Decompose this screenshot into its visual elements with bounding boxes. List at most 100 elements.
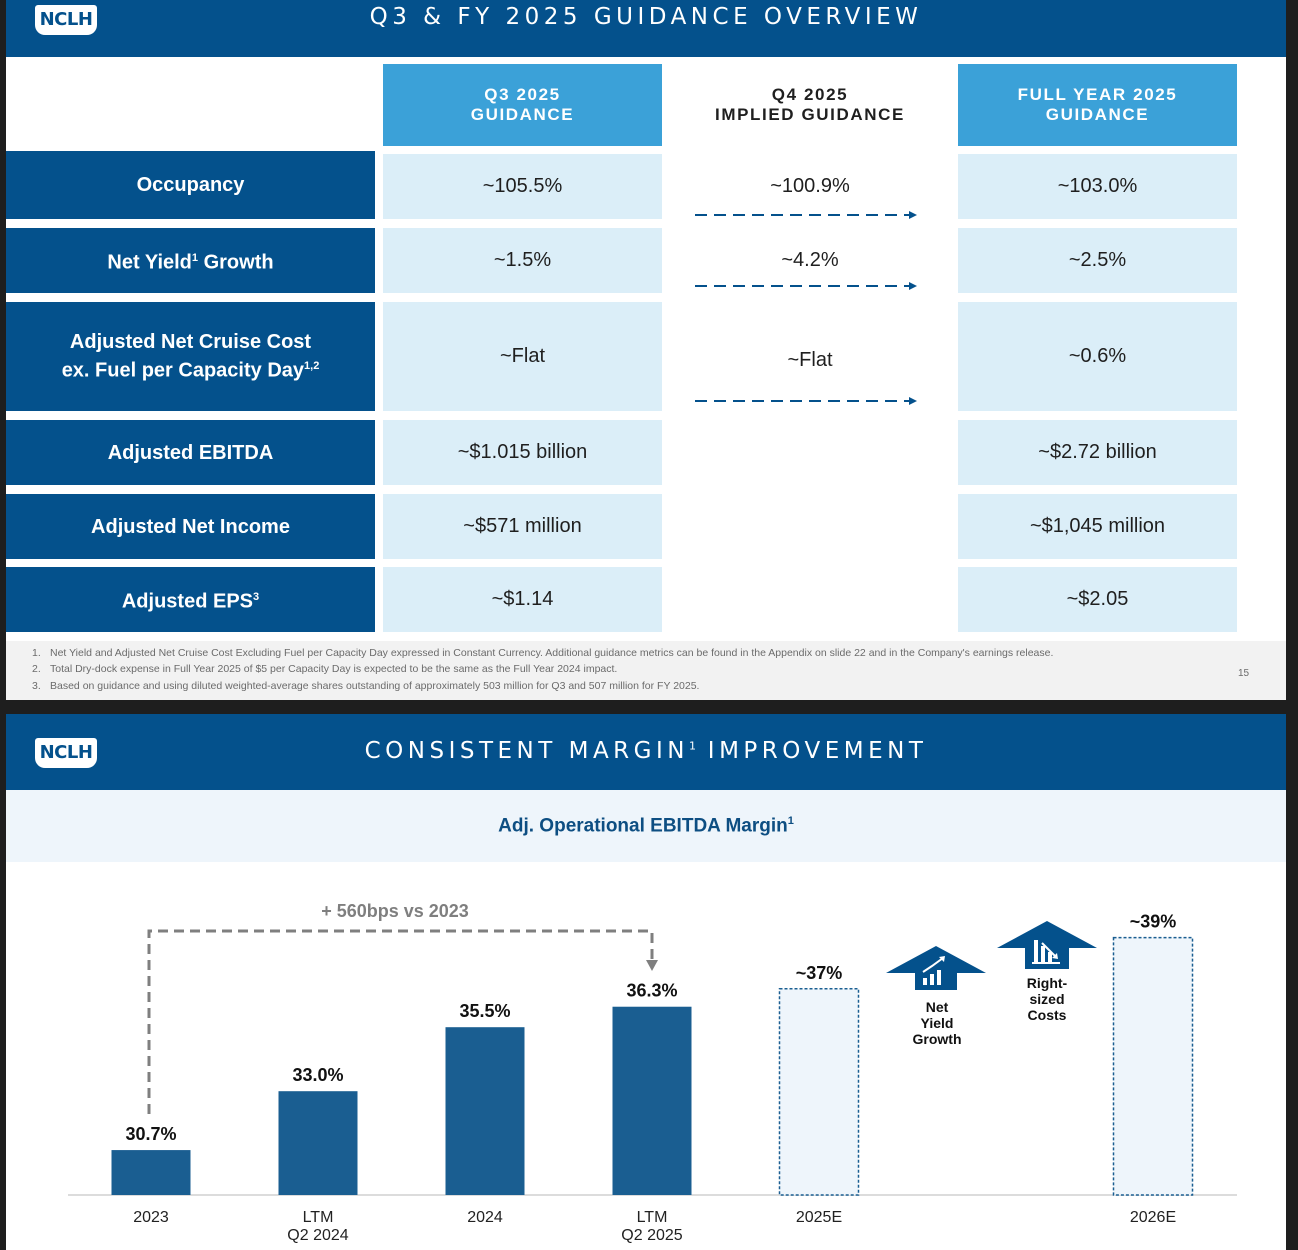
up-arrow-icon bbox=[886, 946, 986, 990]
dashed-arrow-icon bbox=[695, 282, 917, 290]
category-label: LTM bbox=[637, 1209, 668, 1226]
row-label-text: Adjusted EPS bbox=[121, 590, 253, 613]
bar bbox=[278, 1091, 358, 1195]
slide-title-text: CONSISTENT MARGIN bbox=[364, 738, 689, 764]
driver-right-sized-costs: Right- sized Costs bbox=[997, 921, 1097, 1023]
cell-fy-net-income: ~$1,045 million bbox=[958, 494, 1237, 559]
driver-label: Right- bbox=[1027, 975, 1068, 991]
row-label-adjusted-net-income: Adjusted Net Income bbox=[6, 494, 375, 559]
row-label-adjusted-ebitda: Adjusted EBITDA bbox=[6, 420, 375, 485]
cell-q3-net-cruise-cost: ~Flat bbox=[383, 302, 662, 411]
column-header-line: GUIDANCE bbox=[1045, 105, 1150, 124]
row-label-net-cruise-cost: Adjusted Net Cruise Cost ex. Fuel per Ca… bbox=[6, 302, 375, 411]
slide-title: CONSISTENT MARGIN1 IMPROVEMENT bbox=[6, 738, 1286, 764]
data-label: 33.0% bbox=[292, 1065, 343, 1085]
chart-title: Adj. Operational EBITDA Margin1 bbox=[6, 815, 1286, 837]
chart-title-band: Adj. Operational EBITDA Margin1 bbox=[6, 790, 1286, 862]
cell-q4-net-cruise-cost: ~Flat bbox=[787, 349, 833, 371]
row-label-text: Occupancy bbox=[136, 174, 245, 196]
cell-q3-net-yield: ~1.5% bbox=[383, 228, 662, 293]
cell-q4-occupancy: ~100.9% bbox=[770, 175, 850, 197]
footnote-marker: 1 bbox=[191, 252, 199, 265]
column-header-line: FULL YEAR 2025 bbox=[1017, 85, 1178, 104]
footnote: 3. Based on guidance and using diluted we… bbox=[32, 680, 699, 692]
cell-fy-net-cruise-cost: ~0.6% bbox=[958, 302, 1237, 411]
bracket-arrowhead-icon bbox=[646, 960, 658, 971]
estimate-bar bbox=[778, 988, 860, 1196]
slide-header: NCLH CONSISTENT MARGIN1 IMPROVEMENT bbox=[6, 714, 1286, 790]
cell-q4-net-yield: ~4.2% bbox=[781, 249, 839, 271]
column-header-full-year: FULL YEAR 2025 GUIDANCE bbox=[958, 64, 1237, 146]
footnote-marker: 3 bbox=[253, 591, 260, 604]
declining-bars-icon bbox=[1032, 940, 1060, 964]
category-label: 2024 bbox=[467, 1209, 503, 1226]
column-header-line: IMPLIED GUIDANCE bbox=[715, 105, 905, 124]
data-label: 35.5% bbox=[459, 1001, 510, 1021]
cell-q3-occupancy: ~105.5% bbox=[383, 154, 662, 219]
footnote-text: Total Dry-dock expense in Full Year 2025… bbox=[50, 663, 618, 675]
cell-fy-eps: ~$2.05 bbox=[958, 567, 1237, 632]
column-header-line: Q3 2025 bbox=[484, 85, 561, 104]
row-label-text: Adjusted Net Income bbox=[91, 515, 290, 538]
driver-label: Net bbox=[926, 999, 949, 1015]
row-label-occupancy: Occupancy bbox=[6, 151, 375, 219]
category-label: Q2 2024 bbox=[287, 1227, 348, 1244]
cell-q3-ebitda: ~$1.015 billion bbox=[383, 420, 662, 485]
data-label: ~37% bbox=[796, 963, 843, 983]
cell-fy-net-yield: ~2.5% bbox=[958, 228, 1237, 293]
driver-label: sized bbox=[1029, 991, 1064, 1007]
row-label-text: Net Yield bbox=[107, 251, 192, 274]
category-label: LTM bbox=[303, 1209, 334, 1226]
data-label: ~39% bbox=[1130, 912, 1177, 932]
up-arrow-icon bbox=[997, 921, 1097, 969]
category-label: 2026E bbox=[1130, 1209, 1176, 1226]
cell-fy-occupancy: ~103.0% bbox=[958, 154, 1237, 219]
column-header-line: GUIDANCE bbox=[470, 105, 575, 124]
dashed-arrow-icon bbox=[695, 397, 917, 405]
footnote-marker: 1 bbox=[688, 739, 696, 753]
cell-fy-ebitda: ~$2.72 billion bbox=[958, 420, 1237, 485]
footnote: 1. Net Yield and Adjusted Net Cruise Cost… bbox=[32, 647, 1053, 659]
driver-label: Costs bbox=[1028, 1007, 1067, 1023]
row-label-adjusted-eps: Adjusted EPS3 bbox=[6, 567, 375, 632]
driver-net-yield-growth: Net Yield Growth bbox=[886, 946, 986, 1047]
growth-chart-icon bbox=[922, 956, 945, 985]
data-label: 36.3% bbox=[626, 981, 677, 1001]
dashed-arrow-icon bbox=[695, 211, 917, 219]
bar bbox=[612, 1006, 692, 1195]
cell-q3-net-income: ~$571 million bbox=[383, 494, 662, 559]
slide-title: Q3 & FY 2025 GUIDANCE OVERVIEW bbox=[369, 4, 923, 30]
driver-label: Growth bbox=[913, 1031, 962, 1047]
bar bbox=[111, 1150, 191, 1195]
row-label-text: Adjusted Net Cruise Cost bbox=[69, 331, 312, 354]
guidance-slide: NCLH Q3 & FY 2025 GUIDANCE OVERVIEW Q3 2… bbox=[6, 0, 1286, 700]
comparison-annotation: + 560bps vs 2023 bbox=[321, 901, 469, 921]
estimate-bar bbox=[1112, 936, 1194, 1196]
column-header-q3: Q3 2025 GUIDANCE bbox=[383, 64, 662, 146]
row-label-text: ex. Fuel per Capacity Day bbox=[61, 359, 305, 382]
comparison-bracket bbox=[147, 929, 654, 1114]
footnote-number: 2. bbox=[32, 663, 41, 675]
bar bbox=[445, 1027, 525, 1195]
driver-label: Yield bbox=[921, 1015, 954, 1031]
column-header-q4: Q4 2025 IMPLIED GUIDANCE bbox=[665, 64, 955, 146]
page-number: 15 bbox=[1238, 668, 1250, 679]
nclh-logo: NCLH bbox=[35, 738, 97, 768]
chart-title-text: Adj. Operational EBITDA Margin bbox=[498, 815, 788, 837]
category-label: 2023 bbox=[133, 1209, 169, 1226]
footnote-marker: 1 bbox=[787, 815, 794, 827]
category-label: Q2 2025 bbox=[621, 1227, 682, 1244]
column-header-line: Q4 2025 bbox=[771, 85, 849, 104]
footnotes: 1. Net Yield and Adjusted Net Cruise Cost… bbox=[6, 641, 1286, 700]
footnote: 2. Total Dry-dock expense in Full Year 20… bbox=[32, 663, 617, 675]
margin-slide: NCLH CONSISTENT MARGIN1 IMPROVEMENT Adj.… bbox=[6, 714, 1286, 1250]
slide-title-text: IMPROVEMENT bbox=[695, 738, 928, 764]
data-label: 30.7% bbox=[125, 1124, 176, 1144]
footnote-text: Based on guidance and using diluted weig… bbox=[50, 680, 700, 692]
cell-q3-eps: ~$1.14 bbox=[383, 567, 662, 632]
category-label: 2025E bbox=[796, 1209, 842, 1226]
nclh-logo: NCLH bbox=[35, 5, 97, 35]
row-label-text: Adjusted EBITDA bbox=[107, 441, 274, 464]
